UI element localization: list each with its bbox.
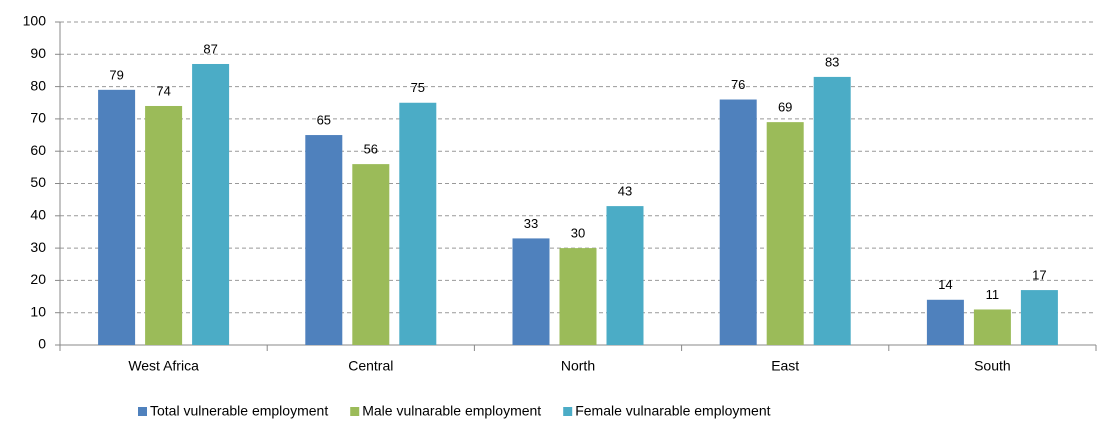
bar	[606, 206, 644, 345]
data-label: 11	[986, 287, 1000, 302]
bar	[1020, 290, 1058, 345]
y-tick-label: 10	[30, 303, 46, 319]
x-tick-label: South	[974, 358, 1011, 374]
y-tick-label: 60	[30, 142, 46, 158]
data-label: 75	[411, 80, 425, 95]
data-label: 65	[317, 112, 331, 127]
bar	[766, 122, 804, 345]
bar	[145, 105, 183, 345]
y-tick-label: 0	[38, 336, 46, 352]
x-tick-label: East	[771, 358, 799, 374]
y-tick-label: 40	[30, 207, 46, 223]
legend-swatch	[138, 407, 147, 416]
y-tick-label: 70	[30, 110, 46, 126]
x-tick-label: West Africa	[128, 358, 199, 374]
legend-label: Total vulnerable employment	[150, 403, 328, 419]
data-label: 30	[571, 226, 585, 241]
bar	[719, 99, 757, 346]
y-tick-label: 30	[30, 239, 46, 255]
bar	[305, 135, 343, 345]
y-tick-label: 80	[30, 77, 46, 93]
y-tick-label: 50	[30, 174, 46, 190]
bar	[399, 102, 437, 345]
bar	[98, 89, 136, 345]
data-label: 56	[364, 142, 378, 157]
data-label: 79	[109, 67, 123, 82]
y-tick-label: 100	[23, 13, 47, 29]
legend-label: Male vulnarable employment	[362, 403, 541, 419]
bar	[973, 309, 1011, 345]
y-tick-label: 90	[30, 45, 46, 61]
data-label: 69	[778, 100, 792, 115]
data-label: 76	[731, 77, 745, 92]
data-label: 17	[1032, 268, 1046, 283]
bar	[512, 238, 550, 345]
legend-swatch	[350, 407, 360, 416]
x-tick-label: Central	[348, 358, 393, 374]
bar	[559, 248, 597, 345]
x-tick-label: North	[561, 358, 595, 374]
bar	[813, 76, 851, 345]
bar	[192, 63, 230, 346]
data-label: 87	[203, 41, 217, 56]
bar	[352, 164, 390, 345]
data-label: 14	[938, 277, 952, 292]
data-label: 74	[156, 83, 170, 98]
data-label: 33	[524, 216, 538, 231]
legend-label: Female vulnarable employment	[575, 403, 770, 419]
data-label: 83	[825, 54, 839, 69]
data-label: 43	[618, 184, 632, 199]
legend-swatch	[563, 407, 573, 416]
y-tick-label: 20	[30, 271, 46, 287]
bar	[926, 299, 964, 345]
